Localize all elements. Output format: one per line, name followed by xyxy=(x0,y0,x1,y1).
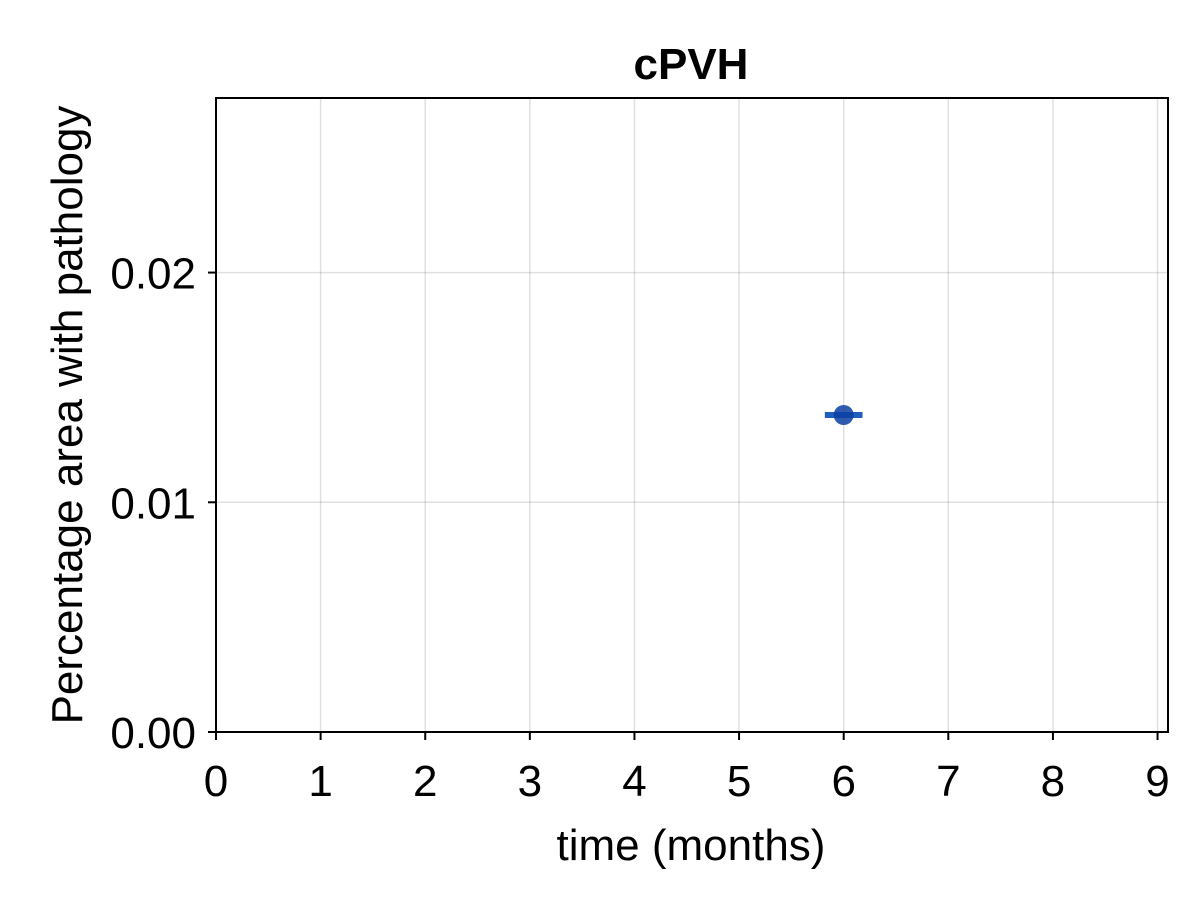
grid-layer xyxy=(215,98,1168,733)
data-point xyxy=(833,405,854,425)
plot-frame xyxy=(215,97,1169,733)
x-tick-label: 6 xyxy=(831,757,855,806)
x-tick-label: 8 xyxy=(1041,757,1065,806)
x-tick-label: 0 xyxy=(204,757,228,806)
x-tick-label: 4 xyxy=(622,757,646,806)
x-tick-label: 9 xyxy=(1145,757,1169,806)
y-axis-title: Percentage area with pathology xyxy=(43,106,92,725)
y-tick-label: 0.00 xyxy=(110,709,196,758)
x-axis-title: time (months) xyxy=(557,821,826,870)
x-tick-label: 3 xyxy=(518,757,542,806)
x-tick-label: 7 xyxy=(936,757,960,806)
data-layer xyxy=(824,405,863,425)
x-tick-label: 5 xyxy=(727,757,751,806)
y-tick-label: 0.01 xyxy=(110,479,196,528)
chart-title: cPVH xyxy=(634,40,749,89)
y-tick-label: 0.02 xyxy=(110,250,196,299)
x-tick-label: 2 xyxy=(413,757,437,806)
x-tick-label: 1 xyxy=(308,757,332,806)
axis-layer: 0 1 2 3 4 5 6 7 8 9 0.00 0.01 0.02 xyxy=(110,97,1170,806)
